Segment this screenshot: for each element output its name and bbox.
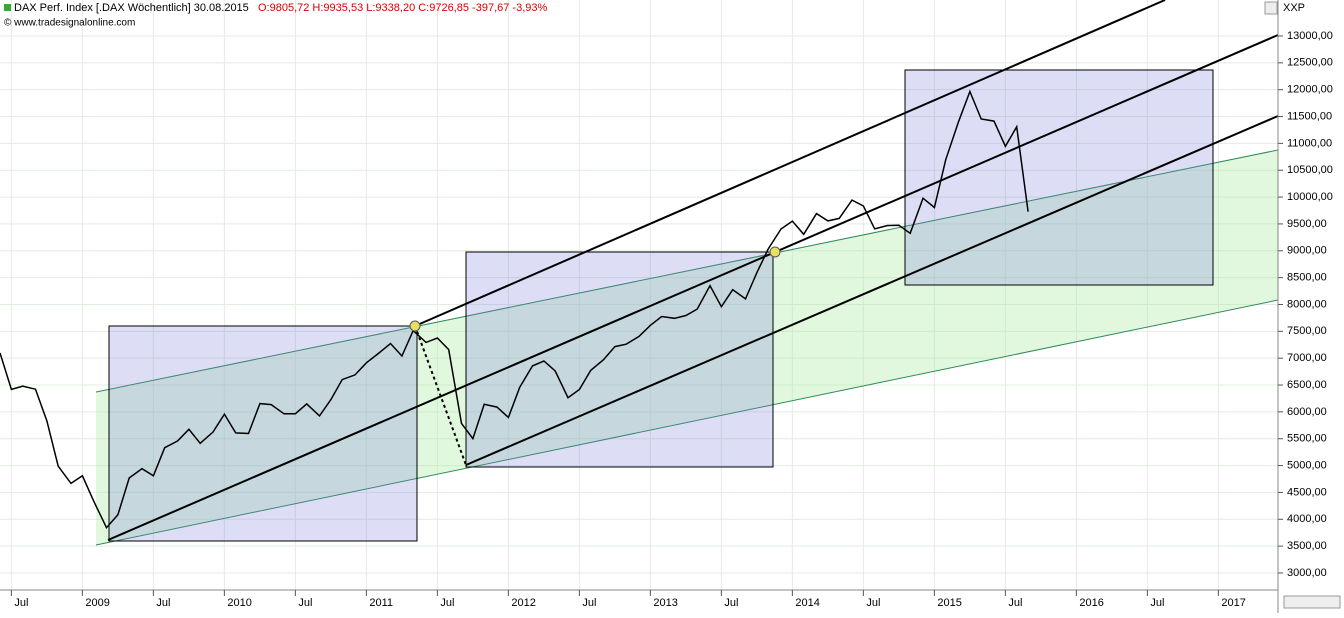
x-tick-label: Jul [866,597,880,609]
axis-code: XXP [1283,2,1305,14]
x-tick-label: Jul [440,597,454,609]
x-tick-label: Jul [724,597,738,609]
dotted-line [414,325,467,466]
scroll-controls[interactable] [1283,595,1341,609]
y-tick-label: 10500,00 [1287,164,1333,176]
y-tick-label: 6000,00 [1287,406,1327,418]
x-tick-label: 2015 [937,597,961,609]
source: © www.tradesignalonline.com [4,18,135,29]
close-button[interactable] [1264,1,1278,15]
y-tick-label: 8000,00 [1287,298,1327,310]
x-tick-label: Jul [1008,597,1022,609]
y-tick-label: 7000,00 [1287,352,1327,364]
series [0,89,1029,530]
x-axis-panel [0,590,1278,613]
trend-line [414,0,1166,327]
box [465,251,774,468]
y-tick-label: 12500,00 [1287,57,1333,69]
x-tick-label: 2010 [227,597,251,609]
channel-fill [96,150,1278,545]
x-tick-label: 2013 [653,597,677,609]
y-tick-label: 7500,00 [1287,325,1327,337]
channel-lower [95,299,1279,546]
y-tick-label: 6500,00 [1287,379,1327,391]
x-tick-label: Jul [156,597,170,609]
y-tick-label: 11500,00 [1287,110,1332,122]
box [108,325,418,542]
x-tick-label: 2014 [795,597,819,609]
y-tick-label: 4500,00 [1287,486,1327,498]
pivot-marker [769,246,781,258]
ohlc-readout: O:9805,72 H:9935,53 L:9338,20 C:9726,85 … [258,2,547,14]
x-tick-label: 2016 [1079,597,1103,609]
symbol-icon [4,4,11,11]
symbol-title: DAX Perf. Index [.DAX Wöchentlich] 30.08… [14,2,249,14]
price-line [0,89,1029,530]
x-tick-label: Jul [1150,597,1164,609]
y-tick-label: 13000,00 [1287,30,1333,42]
box [904,69,1214,286]
x-tick-label: Jul [582,597,596,609]
x-tick-label: 2011 [369,597,393,609]
y-tick-label: 11000,00 [1287,137,1332,149]
y-tick-label: 9500,00 [1287,218,1327,230]
y-tick-label: 5500,00 [1287,433,1327,445]
x-tick-label: 2017 [1221,597,1245,609]
y-tick-label: 3000,00 [1287,567,1327,579]
y-axis-panel [1278,0,1344,613]
y-tick-label: 4000,00 [1287,513,1327,525]
x-tick-label: Jul [14,597,28,609]
channel-upper [95,149,1279,393]
y-tick-label: 5000,00 [1287,459,1327,471]
y-tick-label: 12000,00 [1287,84,1333,96]
x-tick-label: Jul [298,597,312,609]
y-tick-label: 3500,00 [1287,540,1327,552]
x-tick-label: 2009 [85,597,109,609]
trend-line [107,34,1279,541]
y-tick-label: 10000,00 [1287,191,1333,203]
axes: 3000,00 3500,00 4000,00 4500,00 5000,00 5500,… [10,30,1333,609]
y-tick-label: 8500,00 [1287,272,1327,284]
grid [0,0,1278,590]
pivot-marker [409,320,421,332]
trend-line [465,115,1279,466]
x-tick-label: 2012 [511,597,535,609]
y-tick-label: 9000,00 [1287,245,1327,257]
